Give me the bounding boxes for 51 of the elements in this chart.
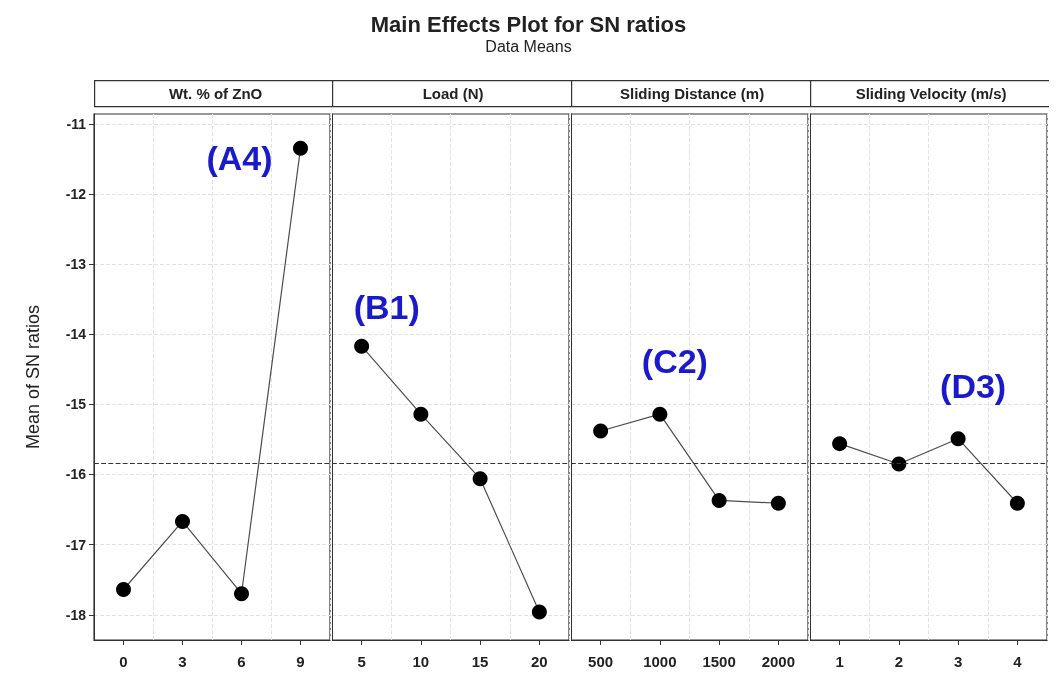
annotation: (C2) bbox=[641, 342, 708, 381]
point bbox=[770, 495, 786, 511]
x-axis-title: Wt. % of ZnO bbox=[168, 85, 263, 103]
point bbox=[413, 406, 429, 422]
point bbox=[116, 582, 131, 597]
x-axis-title: Sliding Velocity (m/s) bbox=[855, 85, 1007, 103]
x-tick-label: 10 bbox=[412, 653, 430, 670]
x-axis-title: Load (N) bbox=[422, 85, 484, 103]
x-axis-title: Sliding Distance (m) bbox=[620, 85, 765, 103]
x-tick-label: 9 bbox=[296, 653, 305, 670]
point bbox=[175, 513, 190, 529]
x-tick-label: 20 bbox=[531, 653, 548, 670]
x-tick-label: 4 bbox=[1013, 653, 1023, 670]
y-tick-label: -11 bbox=[66, 115, 87, 132]
x-tick-label: 0 bbox=[119, 653, 128, 670]
x-tick-label: 15 bbox=[471, 653, 489, 670]
y-tick-label: -16 bbox=[65, 466, 87, 483]
point bbox=[711, 492, 727, 508]
point bbox=[234, 586, 249, 602]
annotation: (D3) bbox=[940, 366, 1007, 405]
point bbox=[531, 604, 547, 620]
point bbox=[593, 423, 609, 439]
y-tick-label: -18 bbox=[65, 606, 87, 623]
y-tick-label: -13 bbox=[65, 256, 87, 273]
y-tick-label: -14 bbox=[65, 326, 87, 343]
y-tick-label: -17 bbox=[65, 536, 87, 553]
x-tick-label: 3 bbox=[178, 653, 187, 670]
y-axis-title: Mean of SN ratios bbox=[23, 304, 43, 450]
text: Data Means bbox=[484, 38, 573, 56]
x-tick-label: 2 bbox=[894, 653, 904, 670]
x-tick-label: 1500 bbox=[702, 653, 736, 670]
x-tick-label: 3 bbox=[953, 653, 963, 670]
point bbox=[472, 471, 488, 487]
point bbox=[950, 431, 966, 447]
x-tick-label: 2000 bbox=[761, 653, 796, 670]
x-tick-label: 1000 bbox=[643, 653, 677, 670]
point bbox=[891, 456, 907, 472]
annotation: (B1) bbox=[353, 288, 420, 327]
point bbox=[1009, 495, 1025, 511]
point bbox=[293, 140, 308, 156]
y-tick-label: -15 bbox=[65, 396, 87, 413]
text: Main Effects Plot for SN ratios bbox=[369, 11, 688, 38]
x-tick-label: 6 bbox=[237, 653, 246, 670]
y-tick-label: -12 bbox=[65, 185, 87, 202]
annotation: (A4) bbox=[206, 139, 273, 178]
point bbox=[832, 436, 848, 452]
x-tick-label: 1 bbox=[835, 653, 844, 670]
point bbox=[652, 406, 668, 422]
x-tick-label: 500 bbox=[588, 653, 614, 670]
point bbox=[354, 338, 370, 354]
x-tick-label: 5 bbox=[357, 653, 366, 670]
